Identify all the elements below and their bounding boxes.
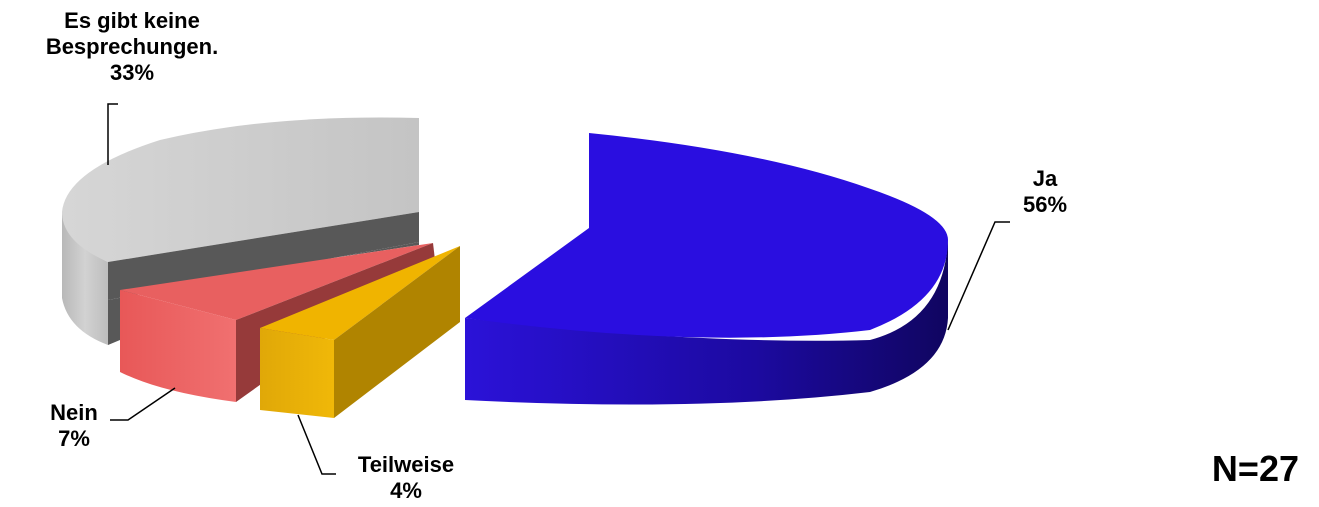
label-keine-name-line1: Es gibt keine: [64, 8, 200, 33]
label-teilweise-value: 4%: [390, 478, 422, 503]
leader-line-teilweise: [297, 414, 336, 475]
label-ja-value: 56%: [1022, 192, 1068, 217]
label-keine-value: 33%: [109, 60, 155, 85]
slice-ja-top: [465, 133, 948, 338]
slice-teilweise-top: [260, 246, 460, 340]
slice-keine-top: [62, 117, 419, 262]
slice-ja: [465, 133, 948, 405]
leader-line-ja: [947, 221, 1010, 331]
slice-nein-front: [120, 290, 236, 402]
slice-keine-side: [62, 212, 108, 345]
slice-teilweise-front: [260, 328, 334, 418]
slice-nein-top: [120, 243, 433, 320]
slice-ja-side: [465, 238, 948, 405]
leader-line-nein: [110, 387, 176, 421]
sample-size-annotation: N=27: [1211, 448, 1299, 489]
label-teilweise-name: Teilweise: [357, 452, 455, 477]
slice-keine-inner: [108, 212, 419, 300]
slice-teilweise: [260, 246, 460, 418]
leader-line-keine: [107, 103, 118, 165]
label-nein-name: Nein: [50, 400, 98, 425]
label-keine-besprechungen: Es gibt keine Besprechungen. 33%: [20, 8, 244, 86]
label-ja-name: Ja: [1032, 166, 1058, 191]
label-nein: Nein 7%: [38, 400, 110, 452]
label-teilweise: Teilweise 4%: [336, 452, 476, 504]
label-keine-name-line2: Besprechungen.: [45, 34, 219, 59]
slice-keine-besprechungen: [62, 117, 419, 345]
label-ja: Ja 56%: [1010, 166, 1080, 218]
leader-lines: [107, 103, 1010, 475]
label-nein-value: 7%: [58, 426, 90, 451]
slice-teilweise-side: [334, 246, 460, 418]
